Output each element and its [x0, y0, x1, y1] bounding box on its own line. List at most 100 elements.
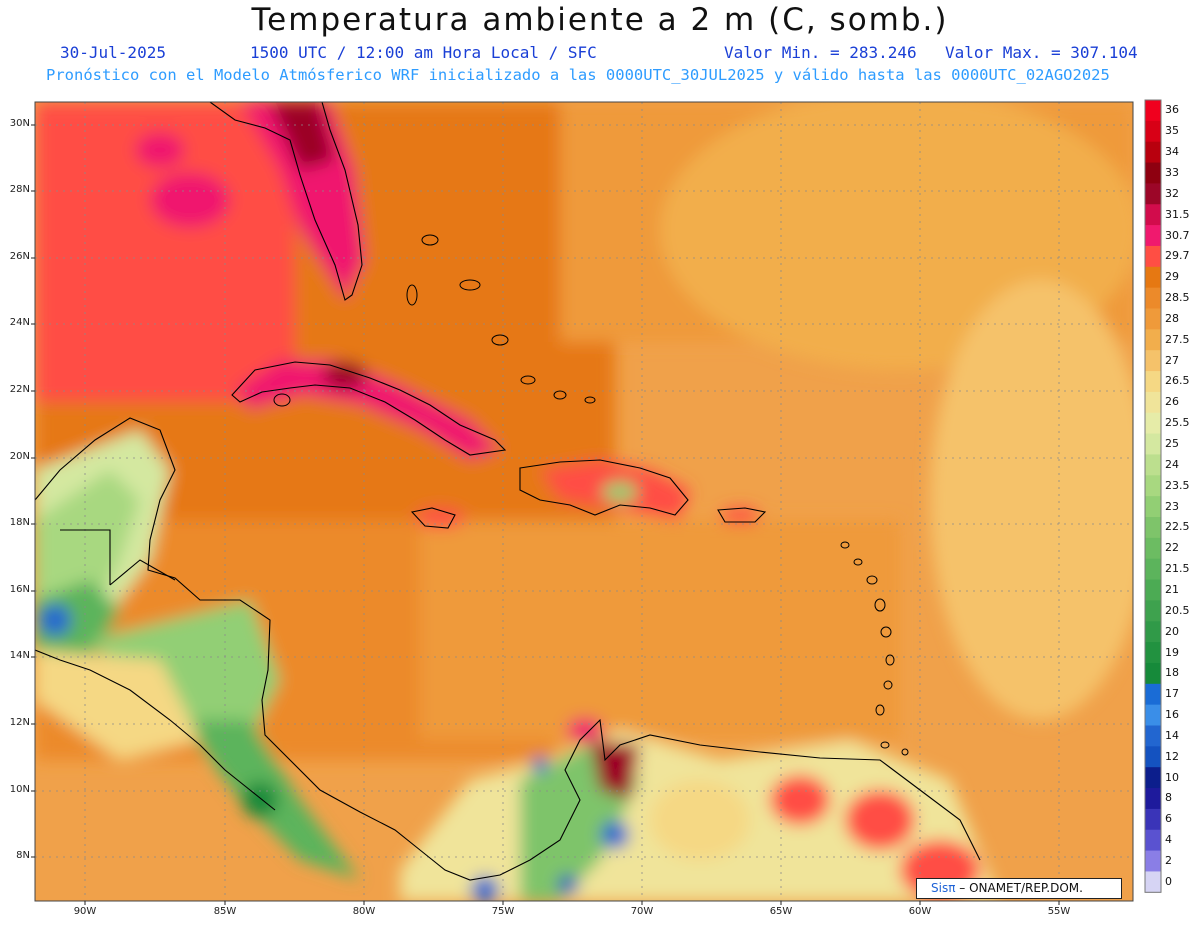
colorbar-swatch: [1145, 850, 1161, 872]
colorbar-swatch: [1145, 329, 1161, 351]
lat-label: 26N: [9, 251, 30, 262]
chart-title: Temperatura ambiente a 2 m (C, somb.): [251, 2, 949, 38]
forecast-info: Pronóstico con el Modelo Atmósferico WRF…: [46, 66, 1110, 84]
colorbar-label: 23: [1165, 499, 1179, 513]
credit-brand: Sisπ: [931, 881, 956, 895]
colorbar-swatch: [1145, 558, 1161, 581]
colorbar-swatch: [1145, 683, 1161, 706]
colorbar-label: 26: [1165, 395, 1179, 409]
colorbar-swatch: [1145, 517, 1161, 539]
colorbar-swatch: [1145, 788, 1161, 810]
colorbar-label: 16: [1165, 708, 1179, 722]
lat-label: 30N: [9, 118, 30, 129]
colorbar-label: 28.5: [1165, 291, 1190, 305]
lat-label: 24N: [9, 317, 30, 328]
colorbar-label: 25.5: [1165, 416, 1190, 430]
colorbar-label: 32: [1165, 186, 1179, 200]
colorbar-swatch: [1145, 600, 1161, 622]
colorbar-swatch: [1145, 371, 1161, 393]
colorbar-label: 20: [1165, 624, 1179, 638]
map-frame: [34, 101, 1134, 902]
colorbar-swatch: [1145, 350, 1161, 372]
colorbar-swatch: [1145, 120, 1161, 143]
lat-label: 12N: [9, 717, 30, 728]
lon-label: 90W: [73, 906, 97, 917]
colorbar-swatch: [1145, 829, 1161, 852]
grid-lines: [35, 102, 1133, 901]
colorbar-label: 6: [1165, 812, 1172, 826]
lat-label: 28N: [9, 184, 30, 195]
colorbar-label: 18: [1165, 666, 1179, 680]
lon-label: 75W: [491, 906, 515, 917]
colorbar-label: 30.7: [1165, 228, 1190, 242]
coastlines: [35, 102, 981, 881]
colorbar: [1144, 99, 1162, 893]
island-outlines: [273, 234, 909, 756]
lat-label: 18N: [9, 517, 30, 528]
credit-box: Sisπ – ONAMET/REP.DOM.: [916, 878, 1122, 899]
forecast-time: 1500 UTC / 12:00 am Hora Local / SFC: [250, 43, 597, 62]
colorbar-swatch: [1145, 642, 1161, 664]
colorbar-label: 10: [1165, 770, 1179, 784]
colorbar-label: 36: [1165, 103, 1179, 117]
colorbar-label: 21.5: [1165, 562, 1190, 576]
colorbar-label: 33: [1165, 165, 1179, 179]
colorbar-swatch: [1145, 704, 1161, 726]
colorbar-swatch: [1145, 266, 1161, 289]
colorbar-label: 35: [1165, 124, 1179, 138]
colorbar-label: 20.5: [1165, 603, 1190, 617]
lon-label: 70W: [630, 906, 654, 917]
colorbar-label: 29.7: [1165, 249, 1190, 263]
colorbar-swatch: [1145, 621, 1161, 643]
colorbar-frame: [1144, 99, 1162, 893]
lat-label: 22N: [9, 384, 30, 395]
colorbar-label: 31.5: [1165, 207, 1190, 221]
credit-organization: – ONAMET/REP.DOM.: [955, 881, 1083, 895]
colorbar-label: 25: [1165, 437, 1179, 451]
colorbar-swatch: [1145, 141, 1161, 164]
colorbar-swatch: [1145, 412, 1161, 435]
colorbar-swatch: [1145, 662, 1161, 685]
min-value: Valor Min. = 283.246: [724, 43, 917, 62]
lat-label: 16N: [9, 584, 30, 595]
colorbar-label: 22.5: [1165, 520, 1190, 534]
colorbar-label: 21: [1165, 582, 1179, 596]
colorbar-label: 29: [1165, 270, 1179, 284]
colorbar-swatch: [1145, 391, 1161, 414]
colorbar-label: 28: [1165, 311, 1179, 325]
colorbar-label: 8: [1165, 791, 1172, 805]
colorbar-label: 34: [1165, 145, 1179, 159]
lon-label: 85W: [213, 906, 237, 917]
colorbar-swatch: [1145, 808, 1161, 831]
lon-label: 55W: [1047, 906, 1071, 917]
colorbar-swatch: [1145, 579, 1161, 601]
colorbar-label: 27.5: [1165, 332, 1190, 346]
colorbar-swatch: [1145, 287, 1161, 309]
colorbar-label: 27: [1165, 353, 1179, 367]
colorbar-swatch: [1145, 162, 1161, 184]
lon-label: 65W: [769, 906, 793, 917]
colorbar-swatch: [1145, 496, 1161, 518]
colorbar-swatch: [1145, 537, 1161, 560]
colorbar-swatch: [1145, 454, 1161, 476]
lat-label: 20N: [9, 451, 30, 462]
colorbar-swatch: [1145, 767, 1161, 789]
colorbar-label: 4: [1165, 833, 1172, 847]
colorbar-swatch: [1145, 225, 1161, 247]
temperature-field: [35, 102, 1133, 901]
colorbar-label: 24: [1165, 457, 1179, 471]
max-value: Valor Max. = 307.104: [945, 43, 1138, 62]
forecast-date: 30-Jul-2025: [60, 43, 166, 62]
colorbar-label: 22: [1165, 541, 1179, 555]
lat-label: 10N: [9, 784, 30, 795]
colorbar-swatch: [1145, 475, 1161, 497]
colorbar-label: 19: [1165, 645, 1179, 659]
colorbar-label: 26.5: [1165, 374, 1190, 388]
colorbar-label: 14: [1165, 728, 1179, 742]
colorbar-swatch: [1145, 725, 1161, 747]
colorbar-swatch: [1145, 746, 1161, 768]
colorbar-label: 0: [1165, 874, 1172, 888]
colorbar-swatch: [1145, 245, 1161, 268]
colorbar-swatch: [1145, 204, 1161, 226]
